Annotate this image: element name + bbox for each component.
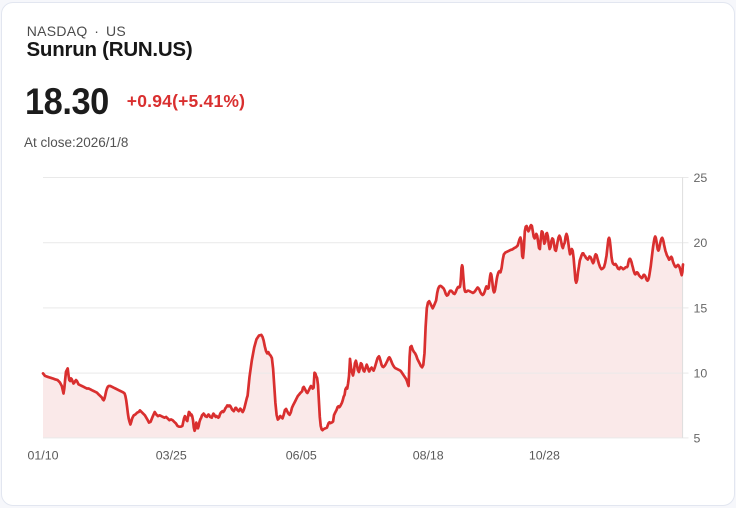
svg-text:10/28: 10/28 xyxy=(529,449,560,463)
svg-text:20: 20 xyxy=(694,236,708,250)
svg-text:25: 25 xyxy=(694,171,708,185)
svg-text:03/25: 03/25 xyxy=(156,449,187,463)
svg-text:10: 10 xyxy=(694,367,708,381)
svg-text:01/10: 01/10 xyxy=(27,449,58,463)
svg-text:08/18: 08/18 xyxy=(413,449,444,463)
svg-text:06/05: 06/05 xyxy=(286,449,317,463)
svg-text:15: 15 xyxy=(694,301,708,315)
svg-text:5: 5 xyxy=(694,431,701,445)
